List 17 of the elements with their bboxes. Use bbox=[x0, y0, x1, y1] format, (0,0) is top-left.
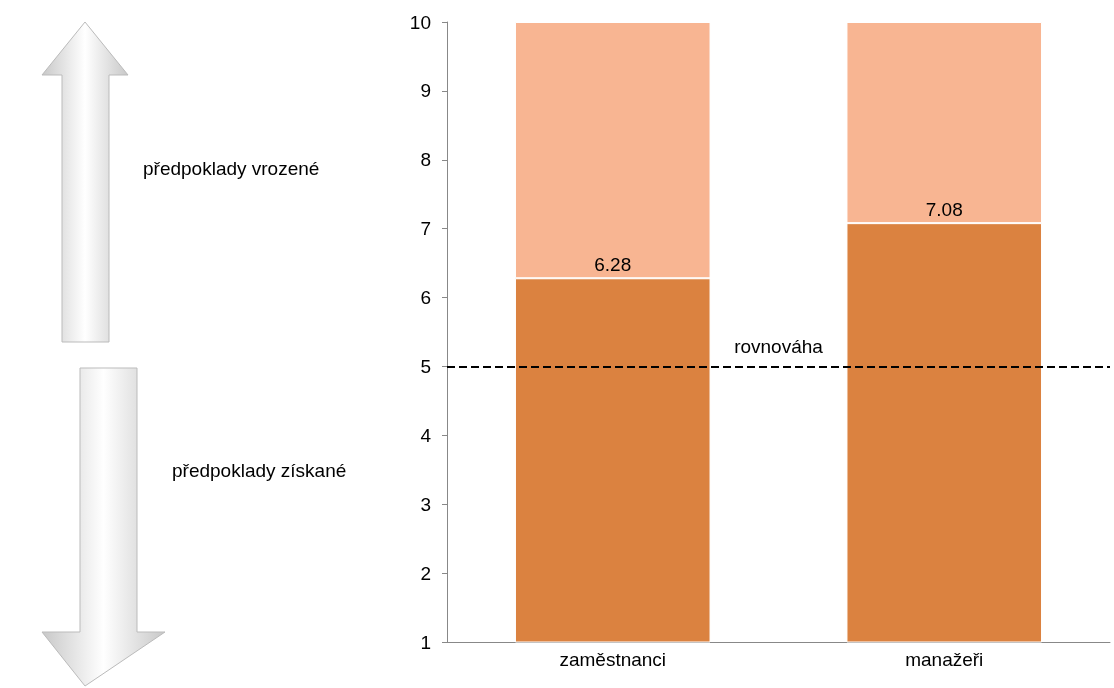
y-tick-label: 6 bbox=[420, 287, 431, 309]
y-tick-label: 4 bbox=[420, 424, 432, 446]
y-tick-label: 3 bbox=[420, 493, 431, 515]
y-tick-label: 8 bbox=[420, 149, 431, 171]
ref-line-label: rovnováha bbox=[734, 336, 824, 358]
data-label: 7.08 bbox=[925, 199, 963, 221]
y-tick-label: 2 bbox=[420, 562, 431, 584]
text: předpoklady získané bbox=[172, 459, 348, 483]
text: předpoklady vrozené bbox=[143, 157, 321, 181]
y-tick-label: 1 bbox=[420, 631, 431, 653]
y-tick-label: 10 bbox=[409, 11, 431, 33]
y-tick-label: 5 bbox=[420, 355, 431, 377]
y-tick-label: 7 bbox=[420, 218, 431, 240]
x-tick-label: manažeři bbox=[905, 649, 984, 670]
data-label: 6.28 bbox=[594, 254, 632, 276]
x-tick-label: zaměstnanci bbox=[559, 649, 667, 670]
y-tick-label: 9 bbox=[420, 80, 431, 102]
